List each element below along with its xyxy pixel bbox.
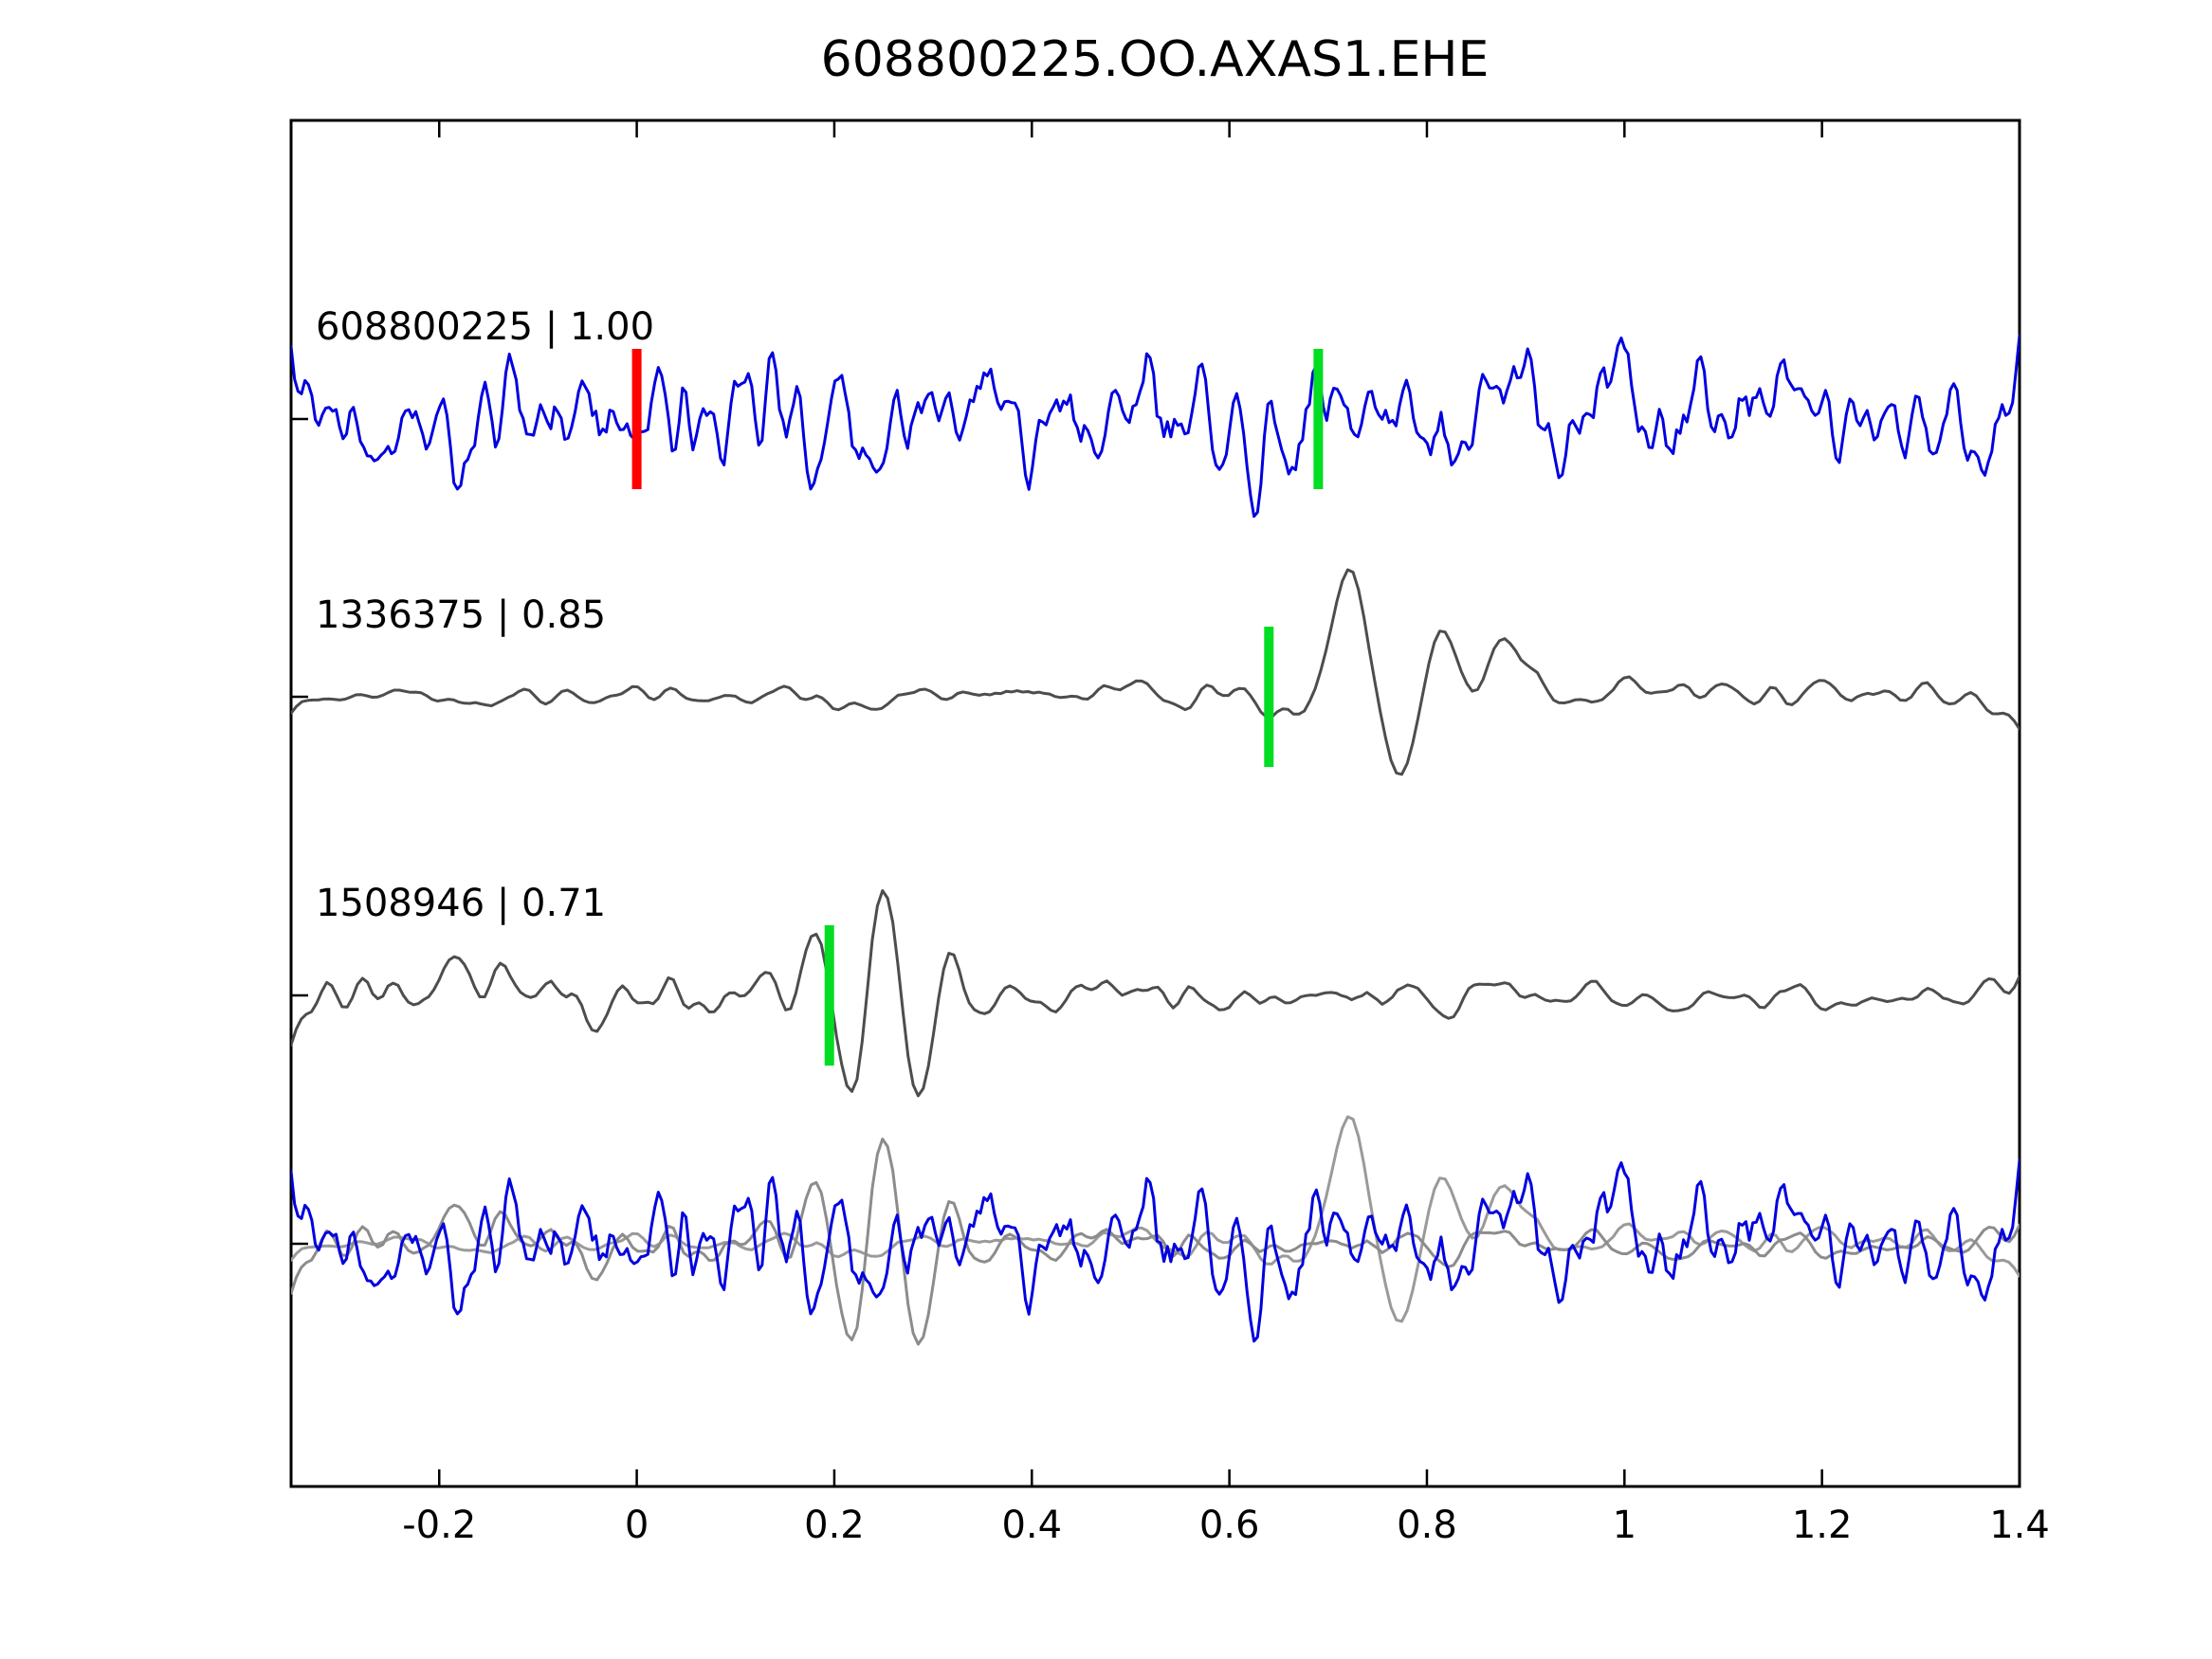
x-tick-label: 0.8 xyxy=(1397,1504,1457,1547)
trace-label-detection-2: 1508946 | 0.71 xyxy=(316,882,606,925)
axes xyxy=(289,118,2021,1488)
waveform-template xyxy=(291,334,2020,519)
figure-title: 608800225.OO.AXAS1.EHE xyxy=(821,31,1490,88)
x-tick-label: 1 xyxy=(1613,1504,1636,1547)
x-tick-label: -0.2 xyxy=(402,1504,476,1547)
x-tick-label: 0.6 xyxy=(1199,1504,1260,1547)
axis-ticks xyxy=(291,120,2021,1486)
x-tick-label: 1.2 xyxy=(1792,1504,1853,1547)
waveform-traces xyxy=(291,334,2020,1346)
trace-labels: 608800225 | 1.00 1336375 | 0.85 1508946 … xyxy=(316,305,654,925)
overlay-waveform-det1 xyxy=(291,1115,2020,1323)
x-tick-label: 0.4 xyxy=(1001,1504,1062,1547)
trace-label-detection-1: 1336375 | 0.85 xyxy=(316,593,606,637)
axes-frame xyxy=(289,118,2021,1488)
waveform-det2 xyxy=(291,889,2020,1098)
pick-markers xyxy=(631,349,1324,1066)
x-tick-label: 0.2 xyxy=(804,1504,865,1547)
waveform-det1 xyxy=(291,568,2020,776)
x-tick-label: 1.4 xyxy=(1989,1504,2050,1547)
overlay-waveform-template xyxy=(291,1158,2020,1343)
trace-label-template: 608800225 | 1.00 xyxy=(316,305,654,349)
axis-tick-labels: -0.2 0 0.2 0.4 0.6 0.8 1 1.2 1.4 xyxy=(402,1504,2050,1547)
x-tick-label: 0 xyxy=(625,1504,649,1547)
